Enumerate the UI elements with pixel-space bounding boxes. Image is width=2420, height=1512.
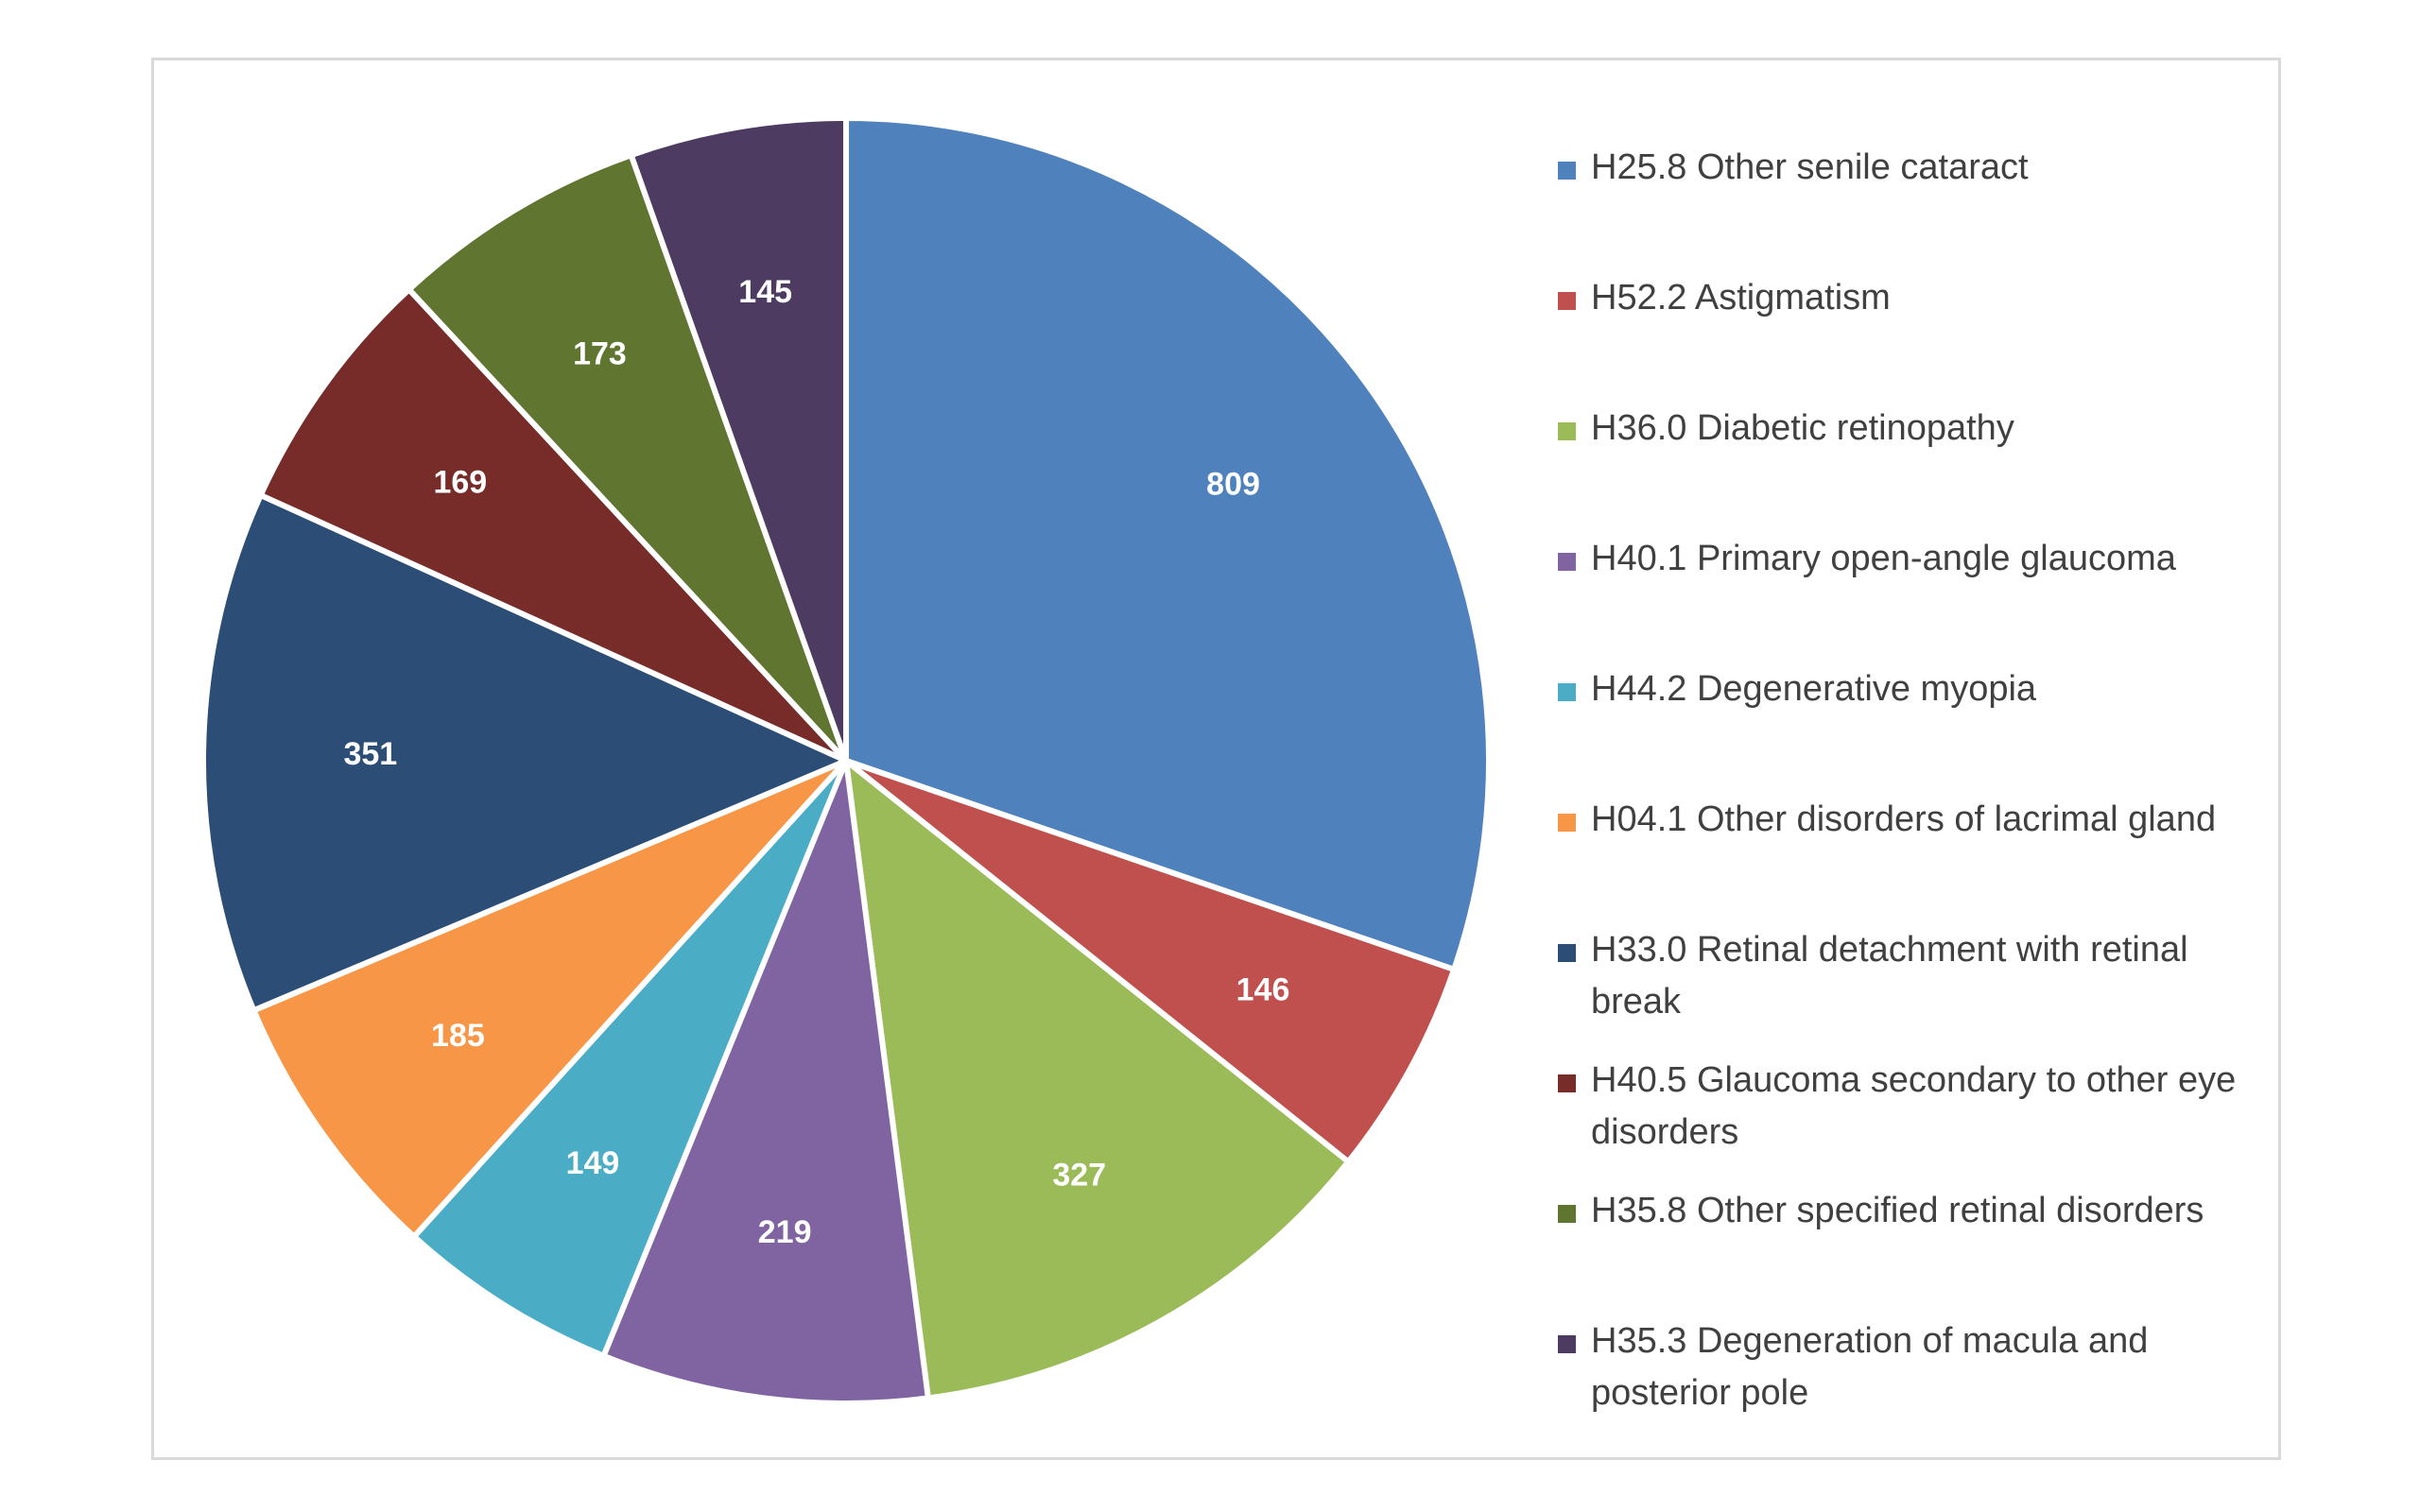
- data-label: 169: [433, 465, 487, 501]
- pie-slice: [843, 115, 1492, 972]
- data-label: 327: [1052, 1158, 1106, 1194]
- pie-slice: [628, 115, 849, 764]
- legend-swatch: [1558, 944, 1576, 962]
- legend-item: H25.8 Other senile cataract: [1558, 142, 2276, 194]
- legend-swatch: [1558, 814, 1576, 832]
- data-label: 219: [758, 1214, 812, 1250]
- pie-slice: [251, 758, 849, 1240]
- legend-label: H33.0 Retinal detachment with retinal br…: [1591, 930, 2188, 1022]
- pie-slice: [406, 152, 849, 764]
- legend-item: H44.2 Degenerative myopia: [1558, 663, 2276, 715]
- pie-slice: [843, 758, 1352, 1401]
- legend-swatch: [1558, 1335, 1576, 1353]
- pie-slice: [200, 491, 849, 1014]
- legend-label: H36.0 Diabetic retinopathy: [1591, 408, 2014, 448]
- legend-label: H52.2 Astigmatism: [1591, 278, 1891, 318]
- pie-slice: [411, 758, 849, 1359]
- legend-label: H04.1 Other disorders of lacrimal gland: [1591, 799, 2217, 839]
- legend-label: H35.3 Degeneration of macula and posteri…: [1591, 1321, 2149, 1413]
- legend-item: H36.0 Diabetic retinopathy: [1558, 403, 2276, 455]
- legend-label: H40.1 Primary open-angle glaucoma: [1591, 539, 2176, 578]
- legend-label: H44.2 Degenerative myopia: [1591, 669, 2037, 709]
- legend-swatch: [1558, 292, 1576, 310]
- legend-swatch: [1558, 553, 1576, 571]
- data-label: 173: [573, 335, 627, 371]
- pie-slice: [600, 758, 931, 1406]
- pie-slices: [200, 115, 1492, 1406]
- legend-swatch: [1558, 1205, 1576, 1223]
- data-label: 185: [431, 1018, 485, 1054]
- legend-swatch: [1558, 422, 1576, 440]
- legend-item: H33.0 Retinal detachment with retinal br…: [1558, 924, 2276, 1028]
- legend-label: H40.5 Glaucoma secondary to other eye di…: [1591, 1060, 2237, 1152]
- legend-item: H40.5 Glaucoma secondary to other eye di…: [1558, 1055, 2276, 1159]
- legend-swatch: [1558, 162, 1576, 180]
- pie-data-labels: 809 146 327 219 149 185 351 169 173 145: [343, 274, 1289, 1250]
- legend-item: H40.1 Primary open-angle glaucoma: [1558, 533, 2276, 585]
- legend-swatch: [1558, 683, 1576, 701]
- legend-label: H35.8 Other specified retinal disorders: [1591, 1191, 2204, 1230]
- data-label: 149: [566, 1145, 620, 1181]
- data-label: 351: [343, 736, 397, 772]
- legend-item: H04.1 Other disorders of lacrimal gland: [1558, 794, 2276, 846]
- legend-item: H35.8 Other specified retinal disorders: [1558, 1185, 2276, 1237]
- data-label: 809: [1206, 467, 1260, 503]
- pie-slice: [843, 758, 1458, 1165]
- legend-item: H52.2 Astigmatism: [1558, 272, 2276, 324]
- legend-swatch: [1558, 1074, 1576, 1092]
- data-label: 145: [738, 274, 792, 310]
- legend-label: H25.8 Other senile cataract: [1591, 147, 2029, 187]
- legend-item: H35.3 Degeneration of macula and posteri…: [1558, 1315, 2276, 1419]
- pie-slice: [257, 286, 849, 764]
- data-label: 146: [1236, 971, 1290, 1007]
